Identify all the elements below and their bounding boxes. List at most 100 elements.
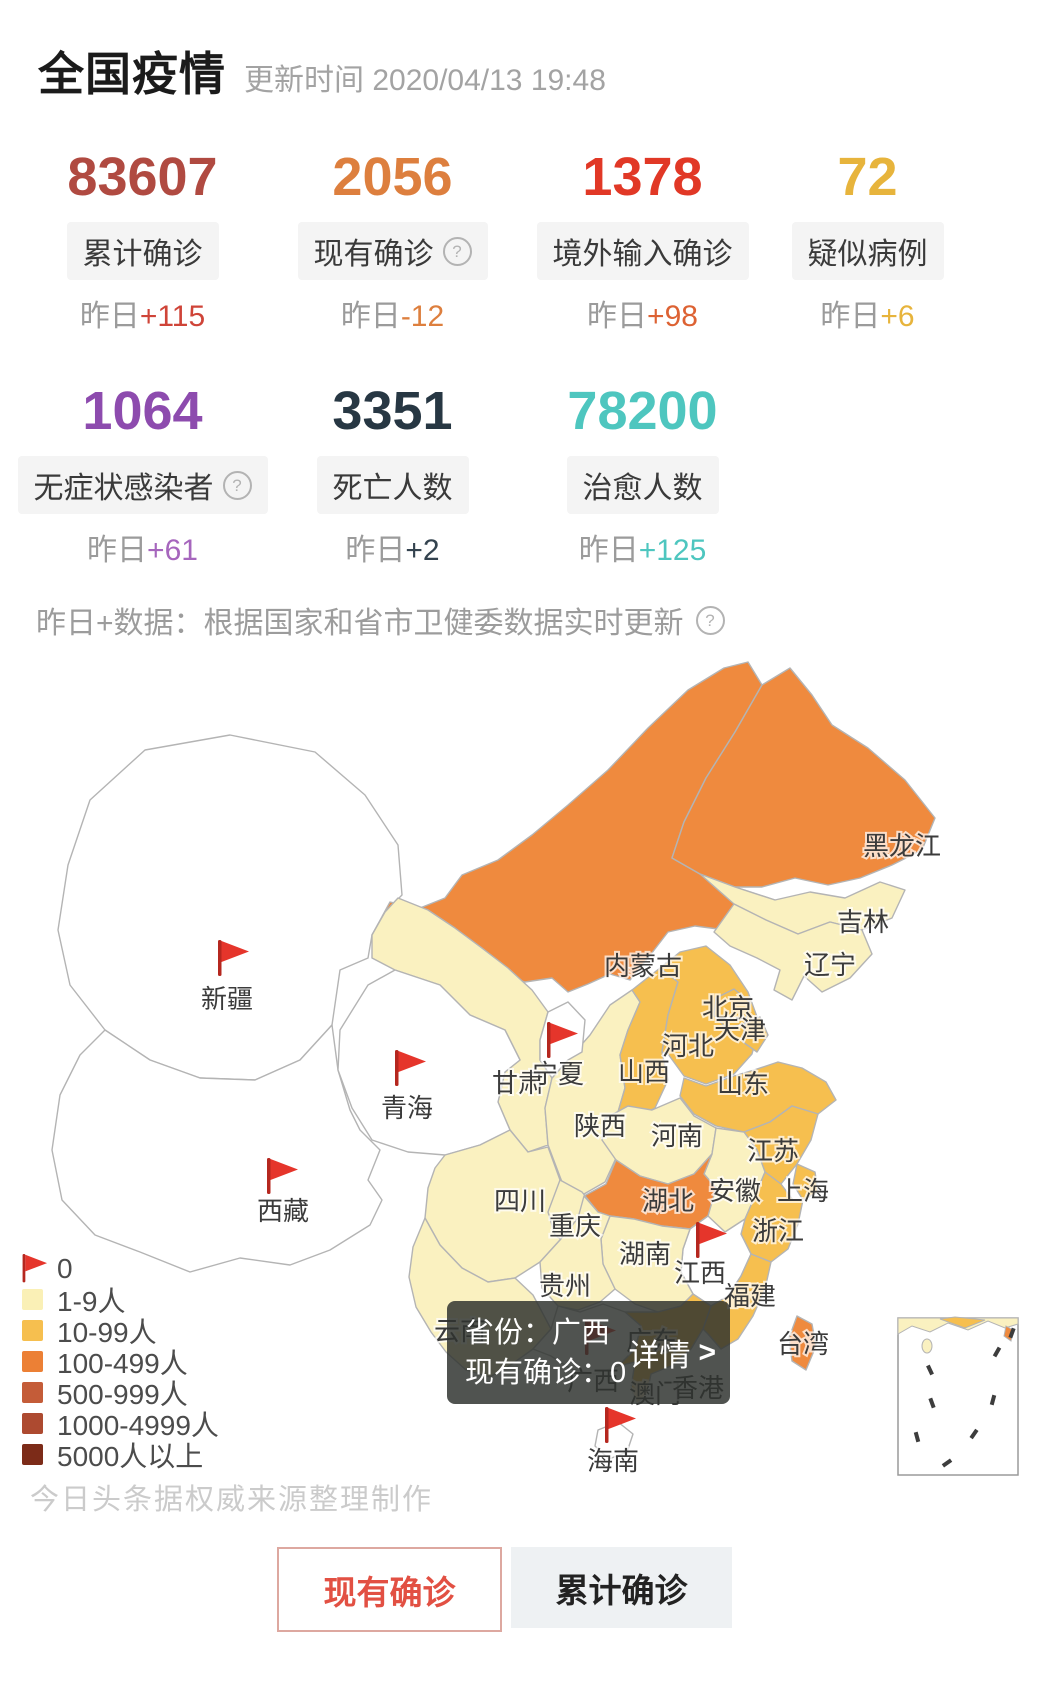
- province-heilongjiang[interactable]: [671, 667, 936, 888]
- stat-value: 3351: [332, 381, 453, 441]
- map-tooltip: 省份：广西 现有确诊：0 详情 >: [447, 1301, 730, 1404]
- province-label-sichuan: 四川: [494, 1186, 546, 1216]
- south-china-sea-inset: [897, 1316, 1019, 1476]
- tooltip-cases: 现有确诊：0: [465, 1356, 627, 1389]
- stat-label: 治愈人数: [566, 456, 719, 514]
- province-tianjin[interactable]: [742, 1016, 769, 1053]
- legend-swatch: [22, 1289, 43, 1310]
- update-time: 更新时间 2020/04/13 19:48: [244, 64, 606, 97]
- province-ningxia[interactable]: [539, 1001, 586, 1079]
- province-label-liaoning: 辽宁: [804, 950, 856, 980]
- stat-current-confirmed: 2056 现有确诊? 昨日-12: [275, 148, 510, 335]
- province-label-xinjiang: 新疆: [201, 984, 253, 1014]
- stat-delta: 昨日+98: [587, 300, 698, 333]
- province-label-shanxi: 山西: [618, 1057, 670, 1087]
- chevron-right-icon: >: [698, 1335, 716, 1369]
- province-label-qinghai: 青海: [381, 1093, 433, 1123]
- province-label-tianjin: 天津: [714, 1015, 766, 1045]
- province-label-shanghai: 上海: [777, 1176, 829, 1206]
- province-label-hubei: 湖北: [642, 1186, 694, 1216]
- province-label-jiangsu: 江苏: [747, 1136, 799, 1166]
- stat-label: 境外输入确诊: [536, 222, 749, 280]
- province-label-anhui: 安徽: [709, 1176, 761, 1206]
- map-mode-toggle: 现有确诊 累计确诊: [277, 1547, 732, 1632]
- province-hebei[interactable]: [659, 945, 761, 1085]
- header: 全国疫情 更新时间 2020/04/13 19:48: [38, 38, 606, 104]
- stat-delta: 昨日+6: [820, 300, 915, 333]
- legend-item: 5000人以上: [22, 1439, 219, 1472]
- province-shandong[interactable]: [679, 1061, 837, 1133]
- province-zhejiang[interactable]: [740, 1171, 804, 1263]
- province-label-neimenggu: 内蒙古: [604, 951, 682, 981]
- province-label-jilin: 吉林: [837, 907, 889, 937]
- legend-swatch: [22, 1444, 43, 1465]
- province-label-jiangxi: 江西: [674, 1258, 726, 1288]
- province-label-heilongjiang: 黑龙江: [863, 831, 941, 861]
- stat-recovered: 78200 治愈人数 昨日+125: [510, 382, 775, 569]
- stat-value: 2056: [332, 147, 453, 207]
- stat-value: 72: [837, 147, 898, 207]
- stats-row-1: 83607 累计确诊 昨日+115 2056 现有确诊? 昨日-12 1378 …: [10, 148, 960, 335]
- help-icon[interactable]: ?: [695, 605, 725, 635]
- stat-cumulative-confirmed: 83607 累计确诊 昨日+115: [10, 148, 275, 335]
- current-confirmed-tab[interactable]: 现有确诊: [277, 1547, 502, 1632]
- province-qinghai[interactable]: [337, 969, 521, 1156]
- stat-label: 现有确诊?: [297, 222, 488, 280]
- province-label-gansu: 甘肃: [492, 1068, 544, 1098]
- help-icon[interactable]: ?: [442, 236, 472, 266]
- province-label-fujian: 福建: [724, 1281, 776, 1311]
- tooltip-province: 省份：广西: [465, 1316, 611, 1349]
- cumulative-confirmed-tab[interactable]: 累计确诊: [511, 1547, 732, 1628]
- stat-deaths: 3351 死亡人数 昨日+2: [275, 382, 510, 569]
- province-shanghai[interactable]: [792, 1163, 819, 1201]
- province-xizang[interactable]: [51, 1024, 383, 1273]
- legend-swatch: [22, 1413, 43, 1434]
- stat-delta: 昨日-12: [340, 300, 445, 333]
- legend-swatch: [22, 1320, 43, 1341]
- stat-delta: 昨日+115: [79, 300, 206, 333]
- stat-suspected: 72 疑似病例 昨日+6: [775, 148, 960, 335]
- province-xinjiang[interactable]: [57, 734, 403, 1081]
- stat-value: 1378: [582, 147, 703, 207]
- province-label-taiwan: 台湾: [777, 1329, 829, 1359]
- province-label-hebei: 河北: [662, 1031, 714, 1061]
- province-label-guizhou: 贵州: [539, 1271, 591, 1301]
- legend-item: 1-9人: [22, 1284, 219, 1317]
- stat-imported-confirmed: 1378 境外输入确诊 昨日+98: [510, 148, 775, 335]
- legend-item: 100-499人: [22, 1346, 219, 1379]
- detail-button[interactable]: 详情 >: [628, 1335, 716, 1374]
- province-liaoning[interactable]: [713, 903, 873, 1001]
- watermark: 今日头条据权威来源整理制作: [30, 1484, 434, 1516]
- stat-delta: 昨日+125: [578, 534, 707, 567]
- stat-value: 78200: [567, 381, 718, 441]
- legend-item-zero: 0: [22, 1253, 219, 1284]
- legend-item: 10-99人: [22, 1315, 219, 1348]
- province-label-zhejiang: 浙江: [752, 1216, 804, 1246]
- page-title: 全国疫情: [38, 48, 226, 100]
- province-label-hainan: 海南: [587, 1446, 639, 1476]
- legend-item: 1000-4999人: [22, 1408, 219, 1441]
- stat-value: 83607: [67, 147, 218, 207]
- stat-value: 1064: [82, 381, 203, 441]
- province-label-shaanxi: 陕西: [574, 1111, 626, 1141]
- province-label-chongqing: 重庆: [549, 1211, 601, 1241]
- legend-swatch: [22, 1351, 43, 1372]
- province-label-hunan: 湖南: [619, 1239, 671, 1269]
- province-label-beijing: 北京: [702, 993, 754, 1023]
- stat-asymptomatic: 1064 无症状感染者? 昨日+61: [10, 382, 275, 569]
- map-legend: 0 1-9人 10-99人 100-499人 500-999人 1000-499…: [22, 1253, 219, 1472]
- province-label-henan: 河南: [651, 1121, 703, 1151]
- zero-flag-icon: [22, 1253, 48, 1282]
- stats-row-2: 1064 无症状感染者? 昨日+61 3351 死亡人数 昨日+2 78200 …: [10, 382, 775, 569]
- help-icon[interactable]: ?: [222, 470, 252, 500]
- stat-label: 死亡人数: [316, 456, 469, 514]
- province-label-xizang: 西藏: [257, 1196, 309, 1226]
- legend-swatch: [22, 1382, 43, 1403]
- province-label-shandong: 山东: [717, 1069, 769, 1099]
- data-source-note: 昨日+数据：根据国家和省市卫健委数据实时更新 ?: [36, 598, 725, 642]
- province-taiwan[interactable]: [788, 1315, 817, 1371]
- stat-label: 累计确诊: [66, 222, 219, 280]
- stat-label: 无症状感染者?: [17, 456, 268, 514]
- stat-delta: 昨日+61: [87, 534, 198, 567]
- stat-label: 疑似病例: [791, 222, 944, 280]
